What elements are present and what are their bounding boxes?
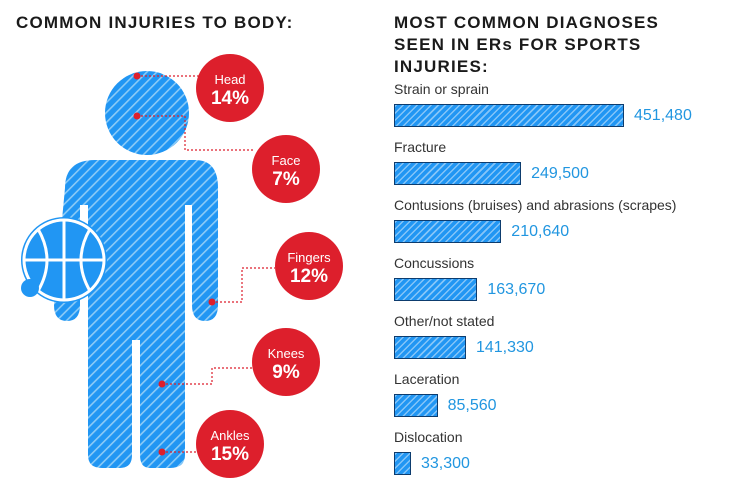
bar [394,104,624,127]
callout-knees-value: 9% [272,362,300,383]
bar [394,220,502,243]
bar-category-label: Contusions (bruises) and abrasions (scra… [394,197,677,213]
callout-face-label: Face [272,153,301,168]
bar-category-label: Laceration [394,371,460,387]
bar-value-label: 451,480 [634,107,692,124]
bar [394,278,478,301]
callout-ankles-label: Ankles [210,428,250,443]
chart-title-line-2: SEEN IN ERs FOR SPORTS INJURIES: [394,35,642,76]
callout-ankles: Ankles 15% [196,410,264,478]
bar [394,336,466,359]
callout-fingers-value: 12% [290,266,328,287]
bar-category-label: Dislocation [394,429,463,445]
callout-head-value: 14% [211,88,249,109]
bar [394,162,522,185]
bar-value-label: 210,640 [511,223,570,240]
bar-category-label: Strain or sprain [394,81,489,97]
callout-lines [137,75,275,453]
body-figure-illustration: Head 14% Face 7% Fingers 12% Knees 9% An… [21,54,343,478]
callout-markers [133,72,216,456]
bar-value-label: 141,330 [475,339,534,356]
chart-title-line-1: MOST COMMON DIAGNOSES [394,13,660,32]
callout-knees: Knees 9% [252,328,320,396]
callout-head-label: Head [214,72,245,87]
callout-fingers: Fingers 12% [275,232,343,300]
bar-value-label: 85,560 [447,397,497,414]
callout-fingers-label: Fingers [287,250,331,265]
basketball-icon [21,217,107,303]
left-title: COMMON INJURIES TO BODY: [16,13,294,32]
bar-value-label: 33,300 [420,455,470,472]
bar-value-label: 249,500 [531,165,589,182]
bar [394,394,438,417]
bar-category-label: Concussions [394,255,475,271]
callout-face: Face 7% [252,135,320,203]
callout-face-value: 7% [272,169,300,190]
figure-head [105,71,189,155]
callout-knees-label: Knees [268,346,305,361]
callout-head: Head 14% [196,54,264,122]
chart-title: MOST COMMON DIAGNOSES SEEN IN ERs FOR SP… [394,12,731,78]
bar-value-label: 163,670 [487,281,546,298]
bar-category-label: Other/not stated [394,313,495,329]
bar-category-label: Fracture [394,139,447,155]
callout-ankles-value: 15% [211,444,249,465]
figure-hand [21,279,39,297]
bar [394,452,411,475]
